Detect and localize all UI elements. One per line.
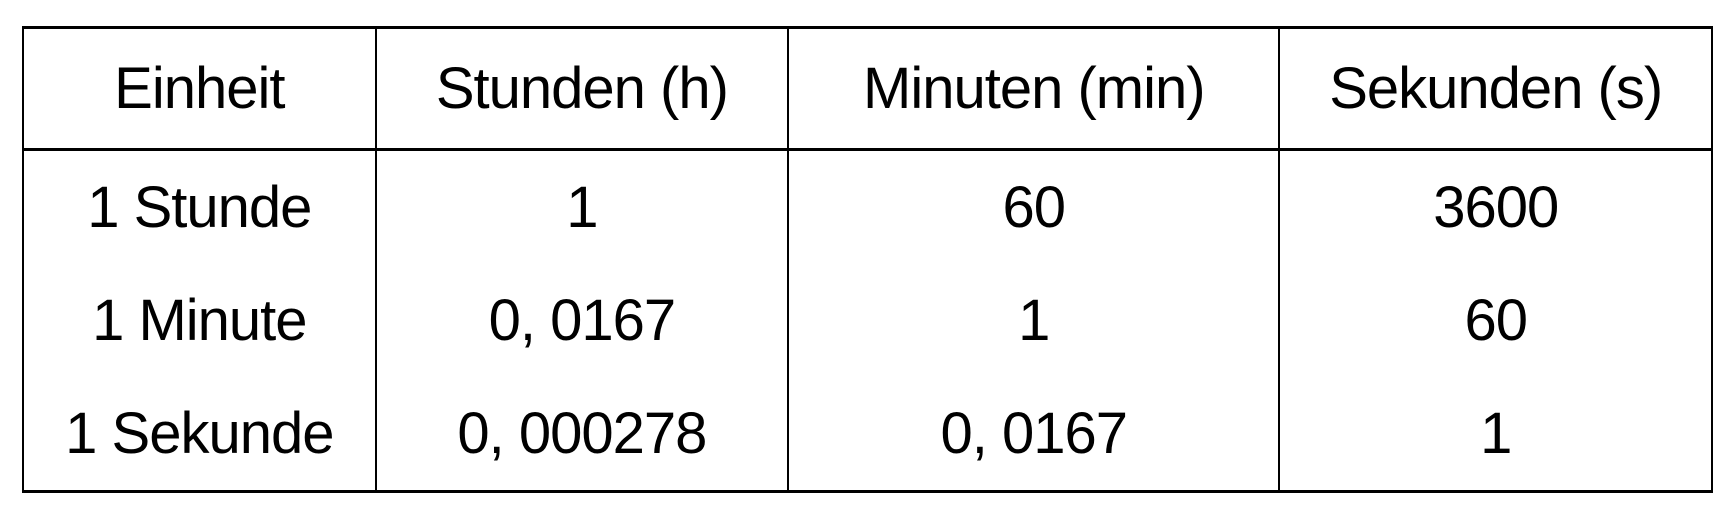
table-cell: 1	[1278, 377, 1713, 492]
header-cell: Einheit	[22, 27, 377, 151]
header-cell: Minuten (min)	[787, 27, 1281, 151]
table-cell: 60	[1278, 264, 1713, 377]
table-cell: 1	[787, 264, 1281, 377]
table-row: 1 Stunde 1 60 3600	[22, 149, 1713, 264]
table-row: 1 Minute 0, 0167 1 60	[22, 264, 1713, 377]
row-label: 1 Minute	[22, 264, 377, 377]
table-row: 1 Sekunde 0, 000278 0, 0167 1	[22, 377, 1713, 492]
table-cell: 60	[787, 149, 1281, 264]
table-cell: 0, 0167	[787, 377, 1281, 492]
table-cell: 1	[374, 149, 790, 264]
header-cell: Sekunden (s)	[1278, 27, 1713, 151]
table-cell: 0, 000278	[374, 377, 790, 492]
row-label: 1 Stunde	[22, 149, 377, 264]
row-label: 1 Sekunde	[22, 377, 377, 492]
header-row: Einheit Stunden (h) Minuten (min) Sekund…	[22, 27, 1713, 151]
table-cell: 0, 0167	[374, 264, 790, 377]
header-cell: Stunden (h)	[374, 27, 790, 151]
time-unit-conversion-table: Einheit Stunden (h) Minuten (min) Sekund…	[22, 26, 1713, 493]
table-cell: 3600	[1278, 149, 1713, 264]
